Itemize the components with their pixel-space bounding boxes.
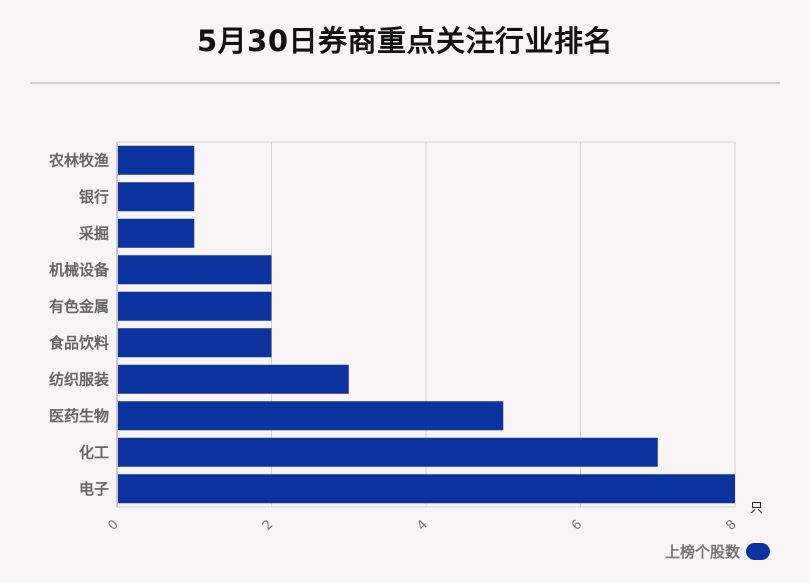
bar[interactable] — [118, 145, 195, 175]
legend[interactable]: 上榜个股数 — [665, 541, 770, 562]
category-label: 电子 — [79, 480, 109, 498]
x-tick-label: 6 — [569, 517, 585, 533]
bar[interactable] — [118, 291, 272, 321]
bars — [118, 145, 735, 504]
bar[interactable] — [118, 401, 504, 431]
chart-title: 5月30日券商重点关注行业排名 — [196, 24, 614, 58]
x-tick-labels: 0 2 4 6 8 — [105, 517, 739, 533]
bar[interactable] — [118, 182, 195, 212]
bar[interactable] — [118, 255, 272, 285]
category-label: 有色金属 — [49, 297, 109, 315]
title-divider — [30, 82, 780, 84]
category-label: 医药生物 — [49, 407, 109, 425]
category-label: 农林牧渔 — [48, 151, 109, 169]
category-label: 机械设备 — [49, 261, 110, 279]
bar[interactable] — [118, 364, 349, 394]
bar[interactable] — [118, 218, 195, 248]
category-label: 银行 — [79, 188, 109, 206]
x-axis-unit: 只 — [750, 501, 763, 516]
category-label: 采掘 — [78, 224, 109, 242]
bar[interactable] — [118, 328, 272, 358]
x-tick-label: 2 — [260, 517, 276, 533]
bar[interactable] — [118, 437, 658, 467]
x-tick-label: 8 — [723, 517, 739, 533]
x-tick-label: 0 — [105, 517, 121, 533]
category-label: 食品饮料 — [49, 334, 109, 352]
legend-label: 上榜个股数 — [664, 543, 740, 561]
category-label: 纺织服装 — [49, 370, 110, 388]
legend-swatch — [746, 543, 770, 560]
x-tick-label: 4 — [414, 517, 430, 533]
category-label: 化工 — [79, 443, 109, 461]
bar[interactable] — [118, 474, 735, 504]
